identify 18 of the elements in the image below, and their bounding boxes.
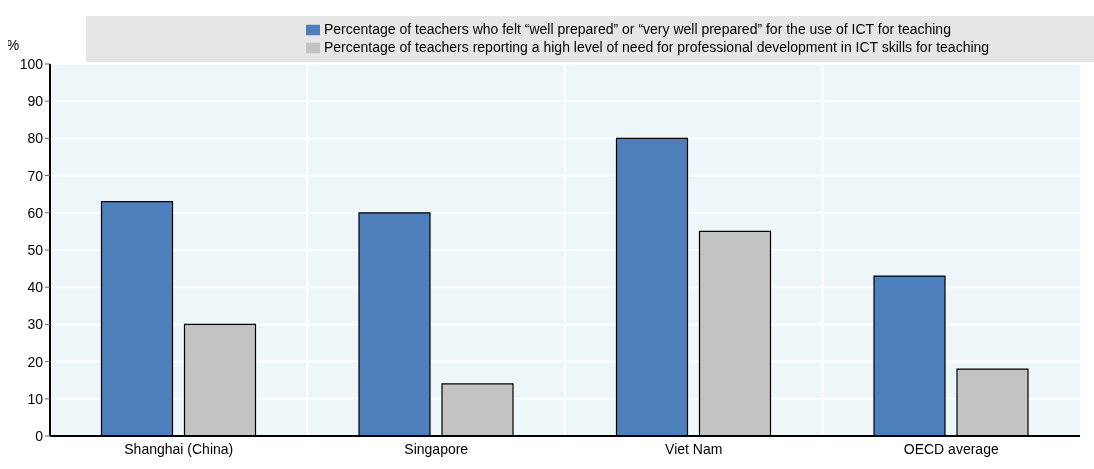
x-tick-label: Shanghai (China) bbox=[124, 440, 234, 457]
legend-label: Percentage of teachers who felt “well prepared” or “very well prepared” for the use of ICT for teaching bbox=[324, 21, 951, 37]
y-tick-label: 70 bbox=[27, 167, 44, 184]
y-tick-label: 90 bbox=[27, 93, 44, 110]
y-tick-label: 100 bbox=[19, 55, 44, 72]
y-tick-label: 50 bbox=[27, 241, 44, 258]
y-tick-label: 0 bbox=[35, 427, 44, 444]
y-tick-label: 80 bbox=[27, 130, 44, 147]
y-tick-label: 40 bbox=[27, 279, 44, 296]
x-tick-label: OECD average bbox=[903, 440, 999, 457]
x-tick-label: Singapore bbox=[404, 440, 469, 457]
y-tick-label: 10 bbox=[27, 390, 44, 407]
y-tick-label: 30 bbox=[27, 316, 44, 333]
x-tick-label: Viet Nam bbox=[665, 440, 723, 457]
y-axis-title: % bbox=[6, 37, 20, 53]
y-tick-label: 60 bbox=[27, 204, 44, 221]
legend-label: Percentage of teachers reporting a high level of need for professional development in ICT skills for teaching bbox=[324, 39, 990, 55]
y-tick-label: 20 bbox=[27, 353, 44, 370]
